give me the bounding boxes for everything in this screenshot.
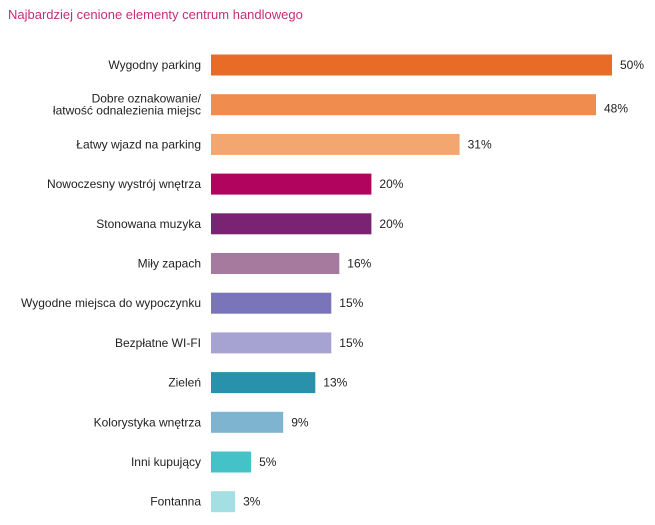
category-label-8: Zieleń: [168, 376, 201, 390]
category-label-5: Miły zapach: [138, 257, 201, 271]
category-label-1: Dobre oznakowanie/łatwość odnalezienia m…: [53, 92, 202, 118]
category-label-7: Bezpłatne WI-FI: [115, 336, 201, 350]
bar-1: [211, 94, 596, 116]
category-label-4: Stonowana muzyka: [96, 217, 201, 231]
bar-2: [211, 133, 460, 155]
bar-3: [211, 173, 372, 195]
bar-11: [211, 491, 236, 513]
value-label-0: 50%: [620, 58, 644, 72]
category-label-6: Wygodne miejsca do wypoczynku: [21, 296, 201, 310]
value-label-3: 20%: [379, 177, 403, 191]
category-label-3: Nowoczesny wystrój wnętrza: [47, 177, 201, 191]
value-label-1: 48%: [604, 102, 628, 116]
bar-9: [211, 411, 284, 433]
bar-7: [211, 332, 332, 354]
category-label-11: Fontanna: [150, 495, 201, 509]
category-label-10: Inni kupujący: [131, 455, 201, 469]
bar-6: [211, 292, 332, 314]
value-label-10: 5%: [259, 455, 277, 469]
value-label-4: 20%: [379, 217, 403, 231]
bar-5: [211, 253, 340, 274]
bar-0: [211, 54, 612, 76]
value-label-8: 13%: [323, 376, 347, 390]
value-label-6: 15%: [339, 296, 363, 310]
value-label-9: 9%: [291, 415, 309, 429]
chart-title: Najbardziej cenione elementy centrum han…: [8, 7, 303, 22]
category-label-9: Kolorystyka wnętrza: [94, 415, 202, 429]
category-label-0: Wygodny parking: [108, 58, 201, 72]
bar-10: [211, 451, 252, 473]
bar-4: [211, 213, 372, 235]
value-label-2: 31%: [468, 137, 492, 151]
value-label-7: 15%: [339, 336, 363, 350]
value-label-11: 3%: [243, 495, 261, 509]
value-label-5: 16%: [347, 257, 371, 271]
bar-8: [211, 372, 316, 394]
category-label-2: Łatwy wjazd na parking: [76, 137, 201, 151]
